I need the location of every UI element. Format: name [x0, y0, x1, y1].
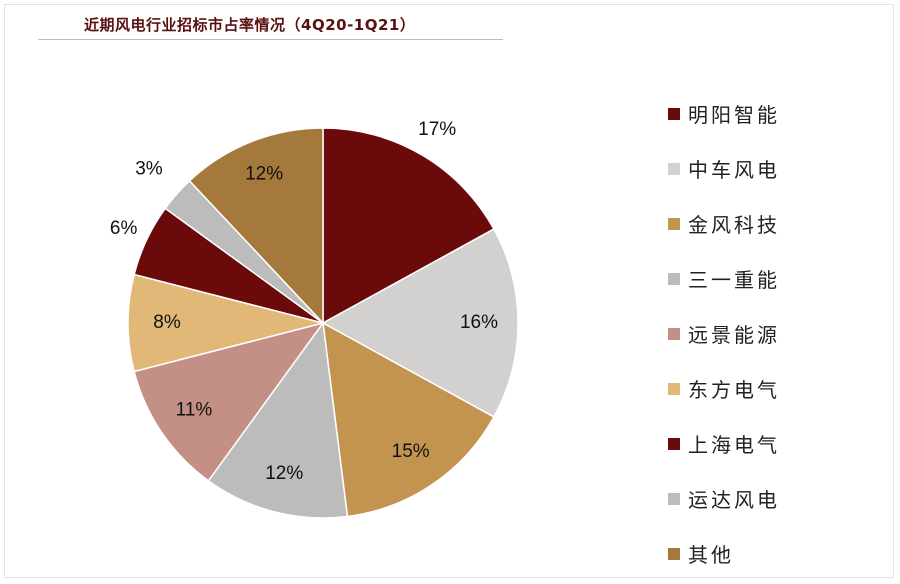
legend-swatch [668, 272, 680, 285]
legend-item: 明阳智能 [668, 86, 780, 141]
legend-swatch [668, 382, 680, 395]
legend-label: 远景能源 [688, 323, 780, 347]
pie-slice-9 [188, 127, 324, 325]
legend-item: 其他 [668, 526, 780, 581]
pie-slice-5 [133, 321, 325, 482]
data-label: 11% [176, 400, 213, 421]
data-label: 12% [265, 463, 303, 484]
pie-slice-3 [322, 321, 495, 518]
pie-slice-6 [127, 273, 324, 373]
title-underline [38, 39, 503, 40]
data-label: 16% [460, 312, 498, 333]
legend-swatch [668, 107, 680, 120]
legend-swatch [668, 327, 680, 340]
legend-label: 三一重能 [688, 268, 780, 292]
legend-item: 金风科技 [668, 196, 780, 251]
legend-swatch [668, 162, 680, 175]
legend-label: 东方电气 [688, 378, 780, 402]
pie-slice-2 [321, 228, 519, 418]
legend-swatch [668, 547, 680, 560]
legend-label: 金风科技 [688, 213, 780, 237]
data-label: 15% [392, 441, 430, 462]
data-label: 6% [110, 218, 138, 239]
legend-label: 明阳智能 [688, 103, 780, 127]
chart-title: 近期风电行业招标市占率情况（4Q20-1Q21） [84, 16, 416, 34]
chart-frame [4, 4, 894, 578]
legend-item: 三一重能 [668, 251, 780, 306]
legend-item: 中车风电 [668, 141, 780, 196]
data-label: 8% [153, 312, 181, 333]
legend-swatch [668, 437, 680, 450]
legend-item: 东方电气 [668, 361, 780, 416]
legend-swatch [668, 492, 680, 505]
data-label: 3% [135, 159, 163, 180]
legend-label: 运达风电 [688, 488, 780, 512]
pie-slice-4 [207, 321, 349, 519]
data-label: 12% [245, 163, 283, 184]
legend-label: 上海电气 [688, 433, 780, 457]
legend: 明阳智能中车风电金风科技三一重能远景能源东方电气上海电气运达风电其他 [668, 86, 780, 581]
legend-label: 中车风电 [688, 158, 780, 182]
legend-item: 运达风电 [668, 471, 780, 526]
data-label: 17% [418, 119, 456, 140]
legend-item: 上海电气 [668, 416, 780, 471]
legend-label: 其他 [688, 543, 734, 567]
pie-slice-1 [322, 127, 495, 325]
legend-swatch [668, 217, 680, 230]
legend-item: 远景能源 [668, 306, 780, 361]
